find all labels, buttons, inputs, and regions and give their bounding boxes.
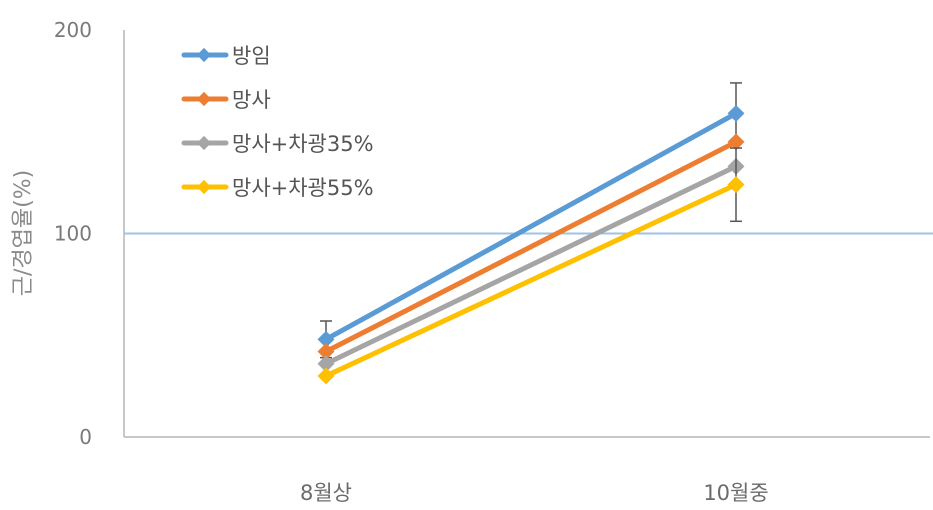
y-tick-label: 100 (54, 222, 92, 246)
y-axis-ticks: 0 100 200 (54, 18, 92, 449)
legend-label: 방임 (232, 44, 271, 68)
legend-swatch-marker (196, 47, 212, 63)
data-point (727, 104, 745, 122)
series-line (323, 110, 739, 342)
series-line (323, 163, 739, 367)
data-point (727, 133, 745, 151)
x-category-label: 8월상 (300, 481, 352, 505)
legend-swatch-marker (196, 135, 212, 151)
data-point (727, 176, 745, 194)
y-tick-label: 200 (54, 18, 92, 42)
x-category-label: 10월중 (703, 481, 768, 505)
series-layer (317, 82, 745, 385)
axes (123, 30, 933, 438)
legend-item: 망사 (181, 88, 271, 112)
legend-swatch-marker (196, 91, 212, 107)
legend-item: 망사+차광55% (181, 176, 374, 200)
series-line (323, 182, 739, 379)
legend-label: 망사+차광35% (232, 132, 374, 156)
legend-label: 망사 (232, 88, 271, 112)
series-3 (317, 157, 745, 373)
series-2 (317, 133, 745, 361)
legend-swatch-marker (196, 179, 212, 195)
y-axis-title: 근/경엽율(%) (11, 170, 36, 296)
legend-item: 망사+차광35% (181, 132, 374, 156)
data-point (317, 343, 335, 361)
legend-label: 망사+차광55% (232, 176, 374, 200)
x-axis-categories: 8월상 10월중 (300, 481, 769, 505)
data-point (317, 330, 335, 348)
series-1 (317, 82, 745, 359)
series-4 (317, 147, 745, 385)
data-point (317, 355, 335, 373)
legend-item: 방임 (181, 44, 271, 68)
y-tick-label: 0 (79, 425, 92, 449)
data-point (317, 367, 335, 385)
series-line (323, 139, 739, 355)
